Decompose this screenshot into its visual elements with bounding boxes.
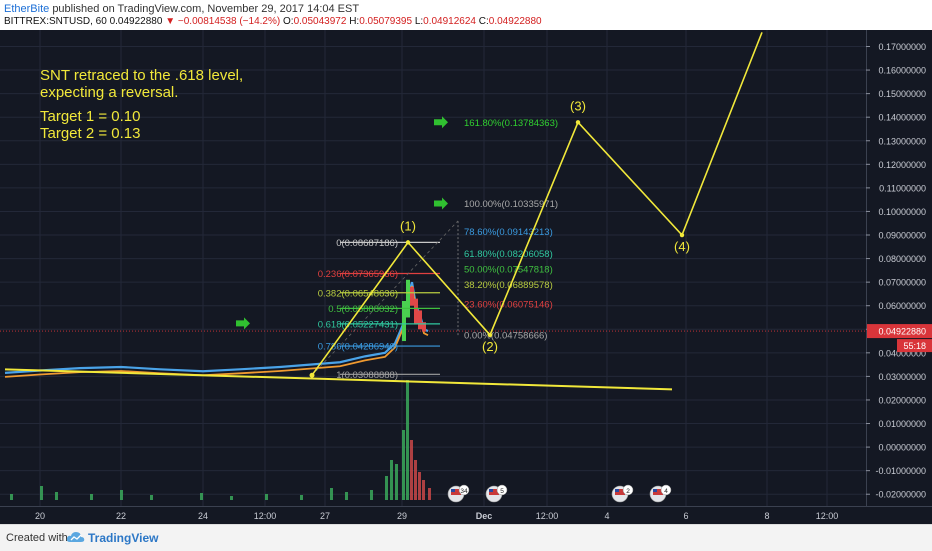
tradingview-brand[interactable]: TradingView: [88, 531, 159, 545]
down-arrow-icon: ▼: [165, 16, 176, 27]
footer: Created with TradingView: [0, 524, 932, 551]
low-label: L:: [414, 16, 424, 27]
close-value: 0.04922880: [488, 16, 542, 27]
last-price: 0.04922880: [109, 16, 163, 27]
time-axis[interactable]: [0, 506, 932, 525]
close-label: C:: [478, 16, 489, 27]
price-change: −0.00814538 (−14.2%): [177, 16, 281, 27]
high-label: H:: [349, 16, 360, 27]
tradingview-cloud-icon: [66, 532, 85, 542]
high-value: 0.05079395: [359, 16, 413, 27]
open-value: 0.05043972: [293, 16, 347, 27]
price-axis[interactable]: [866, 30, 932, 506]
low-value: 0.04912624: [423, 16, 476, 27]
publish-line: EtherBite published on TradingView.com, …: [4, 3, 359, 15]
created-with-label: Created with: [6, 532, 68, 544]
author-link[interactable]: EtherBite: [4, 3, 50, 15]
chart-header: EtherBite published on TradingView.com, …: [0, 0, 932, 30]
symbol-line: BITTREX:SNTUSD, 60 0.04922880 ▼ −0.00814…: [4, 16, 542, 27]
symbol-name: BITTREX:SNTUSD, 60: [4, 16, 107, 27]
plot-area[interactable]: [0, 30, 866, 506]
open-label: O:: [283, 16, 294, 27]
publish-info: published on TradingView.com, November 2…: [52, 3, 360, 15]
